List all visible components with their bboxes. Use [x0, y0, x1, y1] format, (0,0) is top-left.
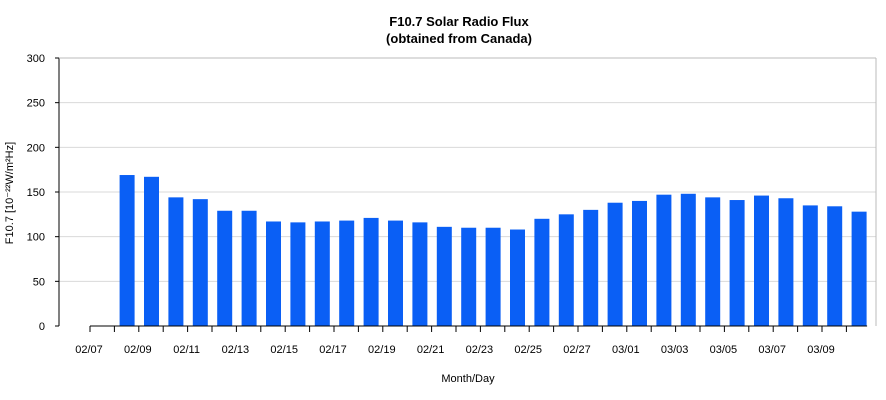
- x-tick-label: 02/19: [368, 344, 396, 356]
- bar: [656, 194, 672, 326]
- bar: [510, 229, 525, 326]
- bar: [388, 220, 403, 326]
- x-tick-label: 02/25: [514, 344, 542, 356]
- bar: [192, 199, 208, 326]
- bar: [485, 227, 501, 326]
- y-axis-label: F10.7 [10⁻²²W/m²Hz]: [4, 142, 16, 244]
- bar: [119, 175, 135, 326]
- x-tick-label: 03/01: [612, 344, 640, 356]
- x-tick-label: 02/27: [563, 344, 591, 356]
- bar: [534, 218, 550, 326]
- y-tick-label: 200: [27, 142, 45, 154]
- chart-title: F10.7 Solar Radio Flux: [389, 14, 529, 29]
- bar: [144, 176, 159, 326]
- bar: [632, 200, 647, 326]
- x-tick-label: 02/21: [417, 344, 445, 356]
- bar: [680, 193, 696, 326]
- bar: [266, 221, 281, 326]
- bar: [168, 197, 184, 326]
- x-tick-label: 02/13: [222, 344, 250, 356]
- y-tick-label: 0: [39, 321, 45, 333]
- bar: [705, 197, 721, 326]
- x-tick-label: 03/07: [758, 344, 786, 356]
- bar: [461, 227, 477, 326]
- x-tick-label: 02/09: [124, 344, 152, 356]
- x-tick-label: 03/09: [807, 344, 835, 356]
- bar: [851, 211, 867, 326]
- x-tick-label: 03/05: [710, 344, 738, 356]
- bar: [729, 200, 745, 326]
- bar: [412, 222, 428, 326]
- x-tick-label: 02/23: [466, 344, 494, 356]
- y-tick-label: 150: [27, 187, 45, 199]
- bar: [607, 202, 623, 326]
- bar: [363, 217, 379, 326]
- x-tick-label: 02/17: [319, 344, 347, 356]
- x-tick-label: 02/11: [173, 344, 200, 356]
- bar: [290, 222, 306, 326]
- x-tick-label: 03/03: [661, 344, 689, 356]
- bar: [754, 195, 769, 326]
- bar-series: [119, 175, 867, 326]
- bar: [339, 220, 355, 326]
- bar: [217, 210, 233, 326]
- y-tick-labels: 0 50 100 150 200 250 300: [27, 53, 59, 333]
- y-tick-label: 300: [27, 53, 45, 65]
- y-tick-label: 100: [27, 232, 45, 244]
- x-tick-label: 02/15: [270, 344, 298, 356]
- y-tick-label: 250: [27, 98, 45, 110]
- x-tick-labels: 02/07 02/09 02/11 02/13 02/15 02/17 02/19 02/21…: [75, 326, 847, 356]
- x-tick-label: 02/07: [75, 344, 103, 356]
- bar: [436, 226, 452, 326]
- bar: [827, 206, 843, 326]
- bar: [558, 214, 574, 326]
- bar: [778, 198, 794, 326]
- x-axis-label: Month/Day: [441, 373, 495, 385]
- bar: [241, 210, 257, 326]
- y-tick-label: 50: [33, 276, 45, 288]
- bar: [314, 221, 330, 326]
- bar: [583, 209, 599, 326]
- chart-subtitle: (obtained from Canada): [386, 31, 532, 46]
- bar: [802, 205, 818, 326]
